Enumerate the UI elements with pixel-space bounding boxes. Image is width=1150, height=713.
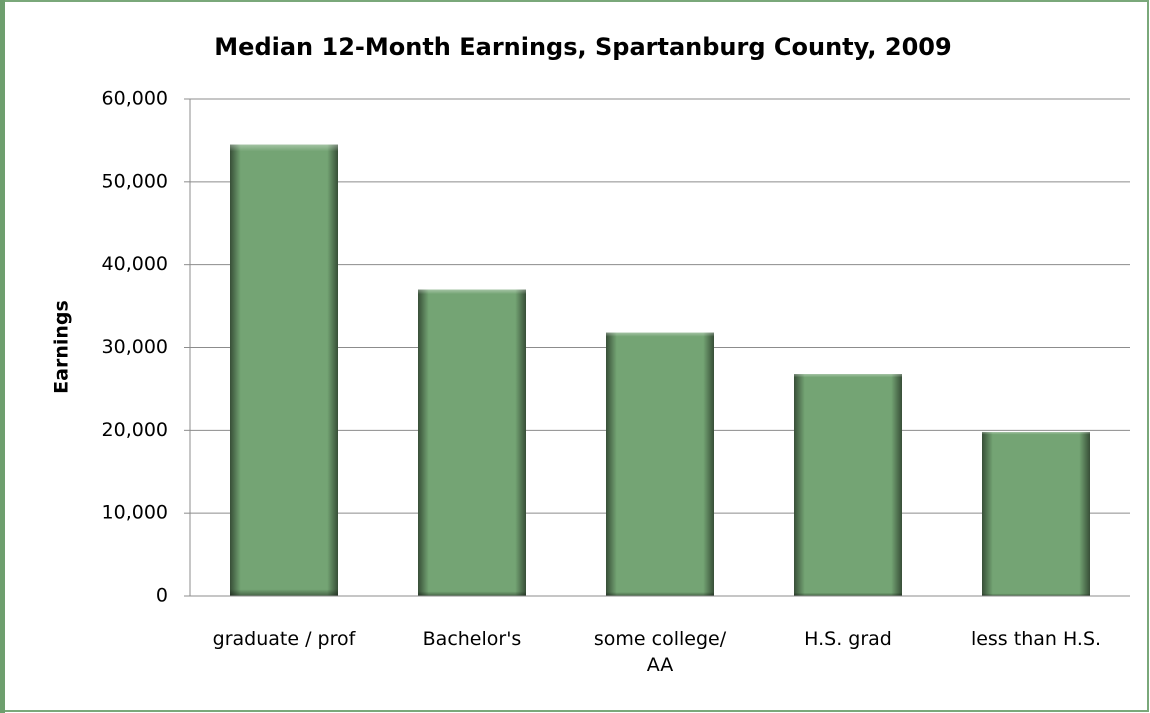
- chart-title: Median 12-Month Earnings, Spartanburg Co…: [214, 33, 951, 61]
- y-tick-label: 50,000: [102, 170, 168, 192]
- x-tick-label: some college/ AA: [593, 628, 727, 676]
- bar-shade: [794, 374, 902, 596]
- y-tick-label: 0: [156, 585, 168, 607]
- y-tick-label: 40,000: [102, 253, 168, 275]
- x-tick-label: Bachelor's: [422, 628, 522, 650]
- bar-shade: [606, 332, 714, 596]
- x-tick-label: H.S. grad: [804, 628, 892, 650]
- y-axis-title: Earnings: [51, 300, 73, 394]
- x-tick-label: graduate / prof: [212, 628, 356, 650]
- y-tick-label: 20,000: [102, 419, 168, 441]
- bar-shade: [230, 144, 338, 596]
- y-tick-label: 30,000: [102, 336, 168, 358]
- y-tick-label: 60,000: [102, 88, 168, 110]
- bar-shade: [418, 289, 526, 596]
- x-tick-label: less than H.S.: [970, 628, 1102, 650]
- frame-edge: [0, 0, 5, 713]
- bar-shade: [982, 431, 1090, 596]
- y-tick-label: 10,000: [102, 502, 168, 524]
